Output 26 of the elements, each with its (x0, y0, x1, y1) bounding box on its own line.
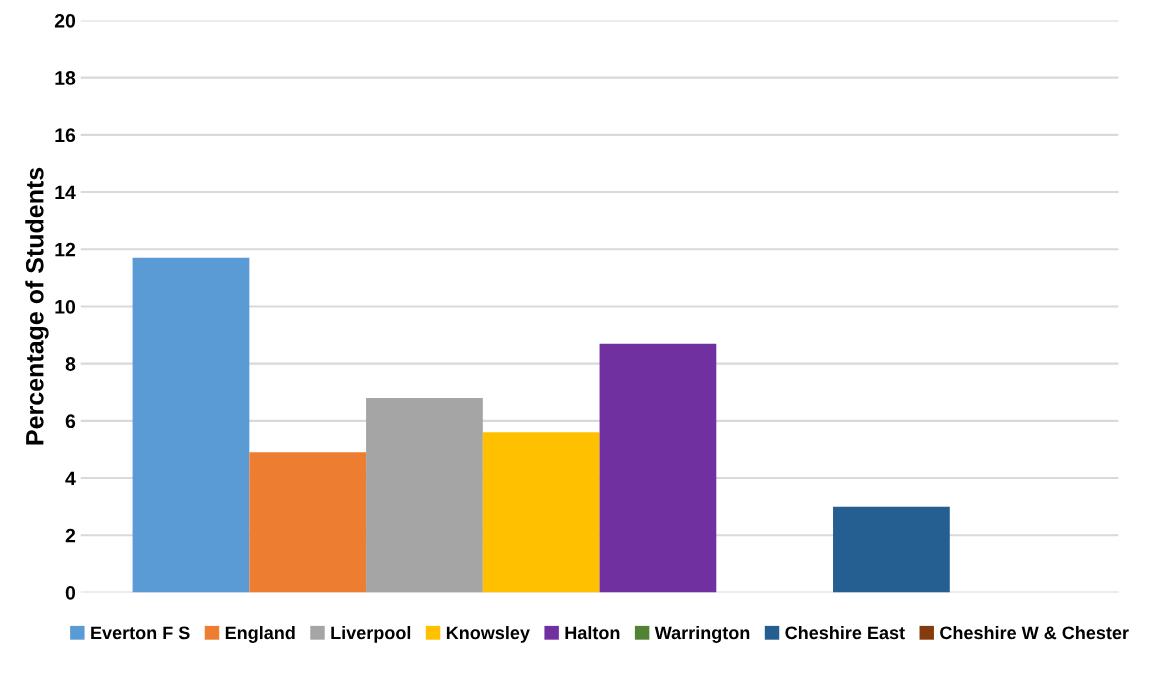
y-tick-label: 2 (65, 528, 76, 543)
y-tick-label: 20 (54, 13, 76, 28)
legend-label: Warrington (654, 625, 750, 643)
bar (833, 506, 950, 593)
legend-label: Everton F S (91, 626, 190, 640)
y-tick-label: 12 (55, 242, 76, 257)
bar (249, 452, 367, 593)
bar (599, 343, 717, 593)
legend-label: England (225, 625, 295, 643)
y-tick-label: 8 (65, 357, 76, 371)
y-tick-label: 10 (55, 299, 76, 314)
bar (366, 397, 483, 593)
bar (482, 432, 600, 593)
y-axis-title: Percentage of Students (25, 167, 49, 445)
y-tick-label: 6 (65, 414, 76, 429)
bar (132, 257, 250, 593)
y-tick-label: 14 (55, 185, 76, 200)
legend-label: Halton (565, 625, 620, 640)
y-tick-label: 16 (55, 128, 76, 143)
y-tick-label: 0 (65, 585, 76, 600)
y-tick-label: 18 (55, 71, 76, 85)
legend-label: Cheshire East (785, 625, 905, 640)
legend-label: Knowsley (446, 625, 530, 643)
y-tick-label: 4 (65, 471, 76, 486)
legend-label: Liverpool (331, 625, 411, 643)
legend-label: Cheshire W & Chester (940, 625, 1129, 640)
